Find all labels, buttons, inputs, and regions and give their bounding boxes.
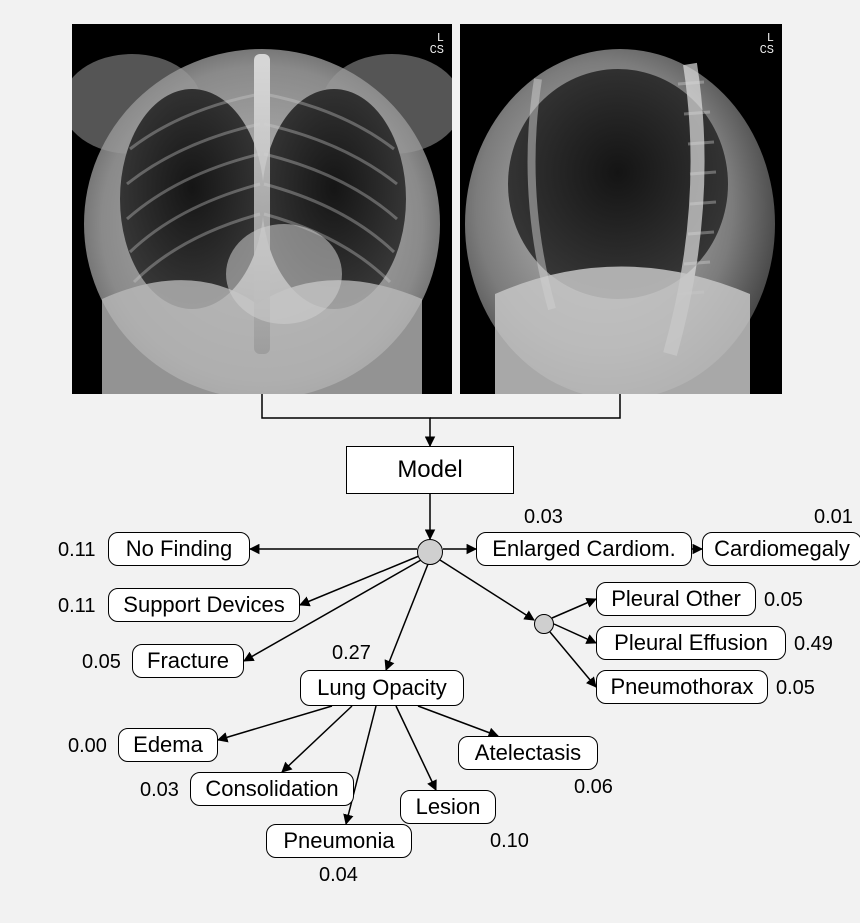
node-label: Pleural Effusion (614, 632, 768, 654)
node-lung_opacity: Lung Opacity (300, 670, 464, 706)
node-consolidation: Consolidation (190, 772, 354, 806)
node-label: Support Devices (123, 594, 284, 616)
node-label: No Finding (126, 538, 232, 560)
node-pneumothorax: Pneumothorax (596, 670, 768, 704)
xray-lateral-svg (460, 24, 782, 394)
node-label: Edema (133, 734, 203, 756)
model-label: Model (397, 458, 462, 482)
edge (346, 706, 376, 824)
node-lesion: Lesion (400, 790, 496, 824)
node-fracture: Fracture (132, 644, 244, 678)
diagram-canvas: LCS (0, 0, 860, 923)
node-support_devices: Support Devices (108, 588, 300, 622)
prob-consolidation: 0.03 (140, 779, 179, 802)
node-no_finding: No Finding (108, 532, 250, 566)
node-pleural_effusion: Pleural Effusion (596, 626, 786, 660)
prob-support_devices: 0.11 (58, 595, 95, 618)
node-label: Lung Opacity (317, 677, 447, 699)
edge (282, 706, 352, 772)
edge (396, 706, 436, 790)
prob-cardiomegaly: 0.01 (814, 506, 853, 529)
model-box: Model (346, 446, 514, 494)
node-label: Pneumothorax (610, 676, 753, 698)
prob-pleural_other: 0.05 (764, 589, 803, 612)
node-label: Pleural Other (611, 588, 741, 610)
node-label: Consolidation (205, 778, 338, 800)
node-atelectasis: Atelectasis (458, 736, 598, 770)
prob-lesion: 0.10 (490, 830, 529, 853)
edge (300, 556, 419, 605)
node-label: Fracture (147, 650, 229, 672)
prob-no_finding: 0.11 (58, 539, 95, 562)
edge (552, 599, 596, 618)
edge (418, 706, 498, 736)
edge (218, 706, 332, 740)
node-edema: Edema (118, 728, 218, 762)
prob-enlarged_cardiom: 0.03 (524, 506, 563, 529)
node-label: Atelectasis (475, 742, 581, 764)
node-pleural_other: Pleural Other (596, 582, 756, 616)
node-pneumonia: Pneumonia (266, 824, 412, 858)
pleural-circle (534, 614, 554, 634)
edge (440, 560, 534, 620)
xray-marker: LCS (430, 32, 444, 56)
prob-fracture: 0.05 (82, 651, 121, 674)
node-label: Enlarged Cardiom. (492, 538, 675, 560)
prob-atelectasis: 0.06 (574, 776, 613, 799)
xray-frontal-svg (72, 24, 452, 394)
prob-pneumonia: 0.04 (319, 864, 358, 887)
node-cardiomegaly: Cardiomegaly (702, 532, 860, 566)
prob-pneumothorax: 0.05 (776, 677, 815, 700)
node-label: Pneumonia (283, 830, 394, 852)
xray-marker: LCS (760, 32, 774, 56)
prob-lung_opacity: 0.27 (332, 642, 371, 665)
root-circle (417, 539, 443, 565)
prob-edema: 0.00 (68, 735, 107, 758)
xray-frontal: LCS (72, 24, 452, 394)
edge (554, 624, 596, 643)
edge (430, 394, 620, 418)
edge (386, 564, 428, 670)
node-label: Cardiomegaly (714, 538, 850, 560)
prob-pleural_effusion: 0.49 (794, 633, 833, 656)
edge (262, 394, 430, 446)
edge (550, 632, 596, 687)
node-label: Lesion (416, 796, 481, 818)
xray-lateral: LCS (460, 24, 782, 394)
node-enlarged_cardiom: Enlarged Cardiom. (476, 532, 692, 566)
